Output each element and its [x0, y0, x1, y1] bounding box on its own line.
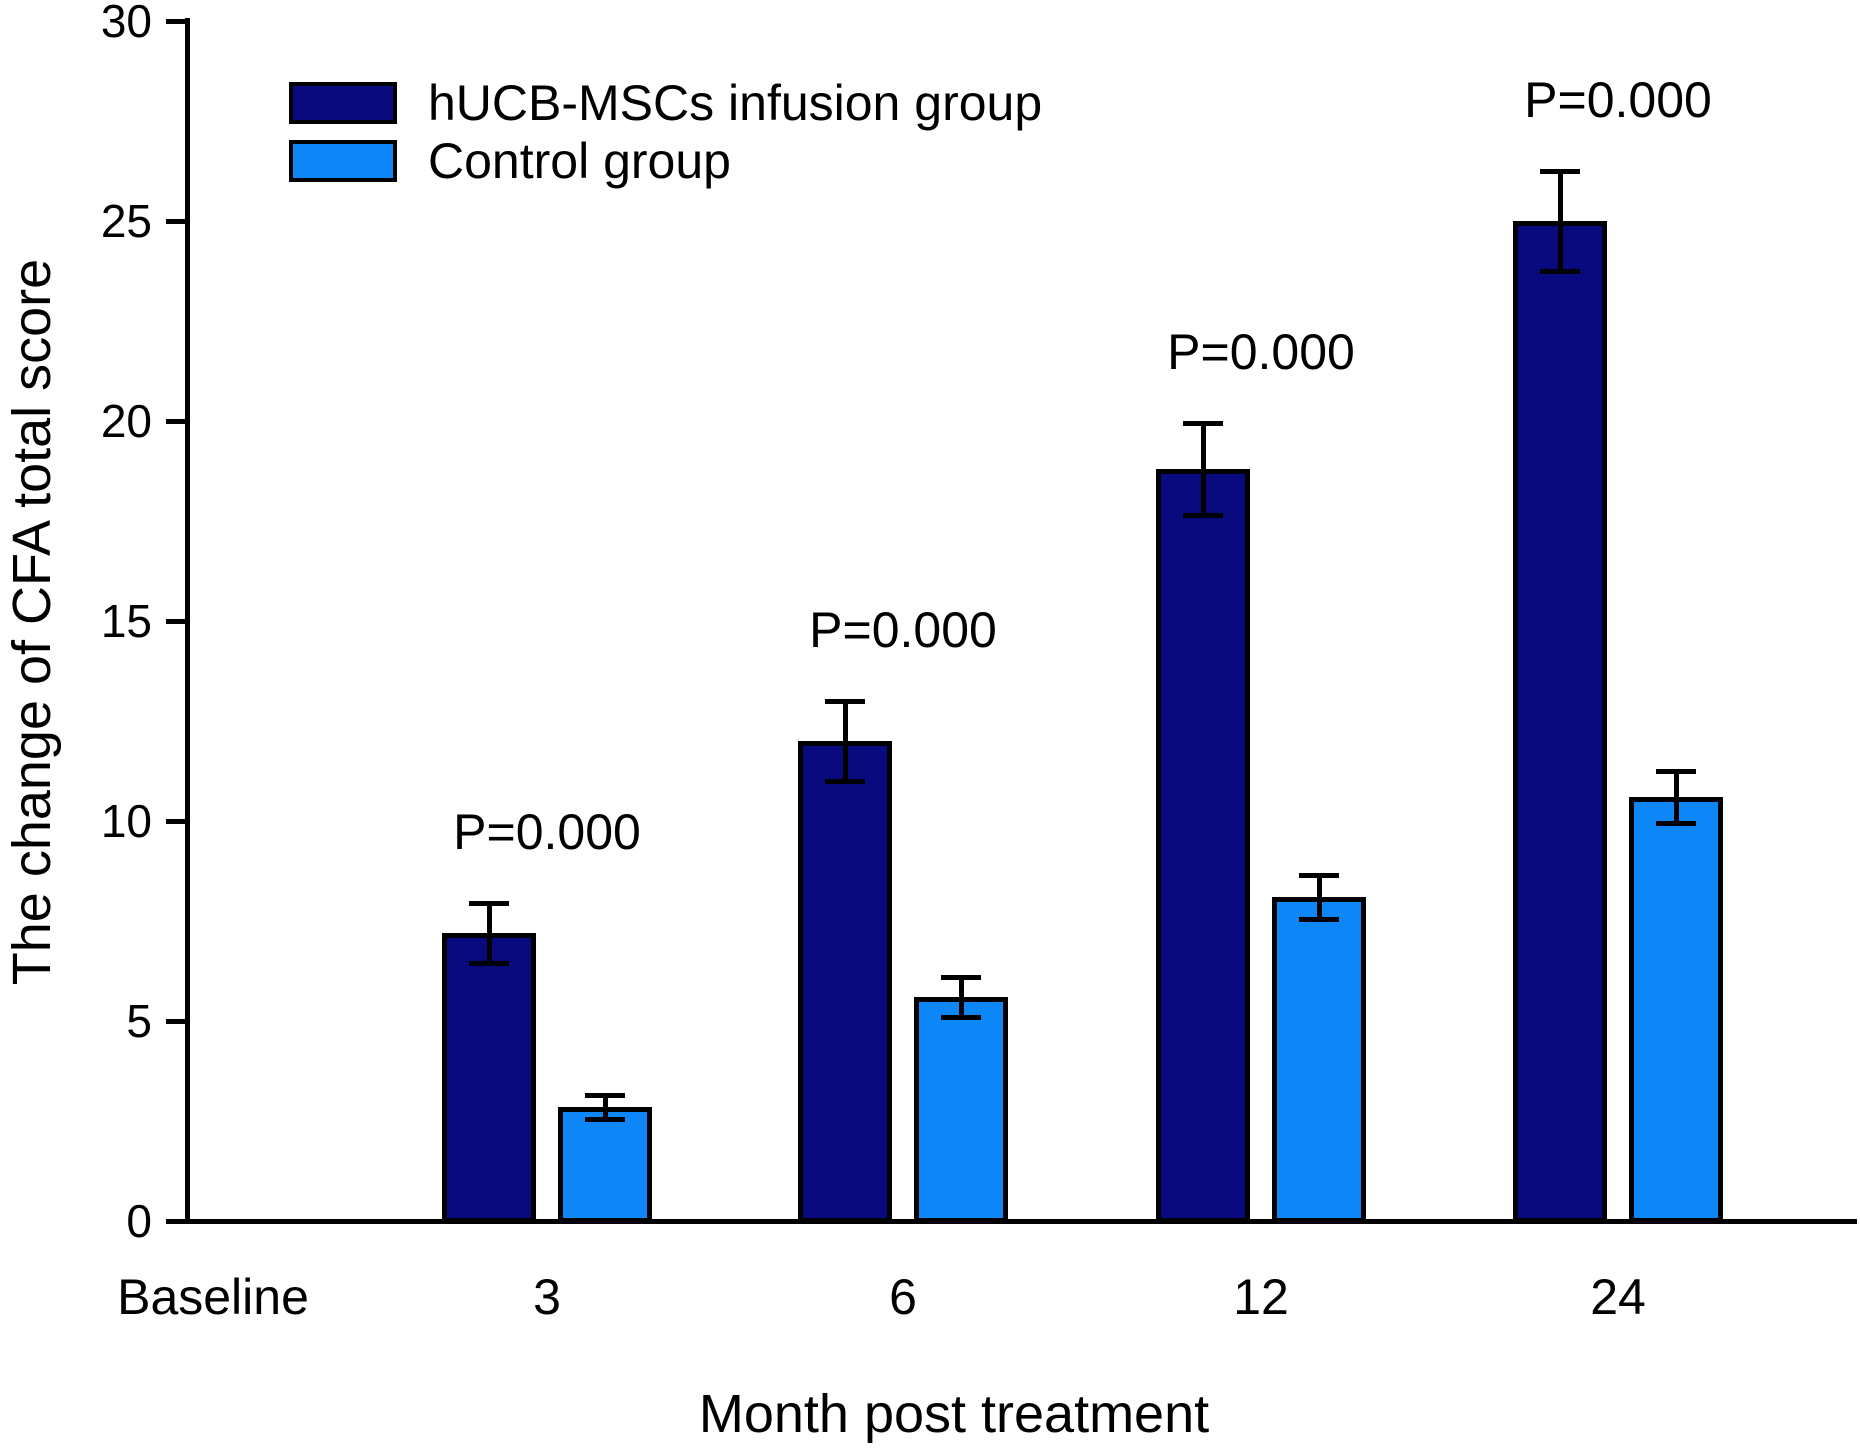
error-bar-cap [825, 778, 865, 784]
bar-hucb-6 [798, 741, 892, 1223]
y-tick-label: 30 [100, 0, 152, 47]
error-bar-whisker [1316, 875, 1322, 919]
legend-item-hucb-mscs: hUCB-MSCs infusion group [289, 78, 1042, 128]
bar-hucb-12 [1156, 469, 1250, 1223]
error-bar-cap [585, 1116, 625, 1122]
y-tick-label: 0 [126, 1195, 152, 1247]
y-tick-label: 5 [126, 995, 152, 1047]
y-axis-tick [166, 618, 190, 624]
y-tick-label: 20 [100, 395, 152, 447]
x-category-label: 6 [889, 1269, 917, 1325]
legend-swatch-control [289, 140, 397, 182]
y-axis-line [185, 18, 190, 1224]
legend-label-hucb-mscs: hUCB-MSCs infusion group [428, 75, 1043, 131]
x-axis-title: Month post treatment [698, 1384, 1210, 1444]
p-value-annotation: P=0.000 [453, 804, 641, 860]
error-bar-cap [1299, 916, 1339, 922]
error-bar-whisker [958, 977, 964, 1017]
bar-control-12 [1272, 897, 1366, 1223]
y-tick-label: 25 [100, 195, 152, 247]
x-category-label: 24 [1590, 1269, 1646, 1325]
error-bar-cap [1540, 268, 1580, 274]
error-bar-cap [585, 1092, 625, 1098]
error-bar-cap [469, 960, 509, 966]
error-bar-whisker [842, 701, 848, 781]
error-bar-cap [941, 974, 981, 980]
x-axis-line [185, 1218, 1857, 1224]
error-bar-cap [1299, 872, 1339, 878]
y-axis-tick [166, 1218, 190, 1224]
bar-hucb-24 [1513, 221, 1607, 1223]
legend-item-control: Control group [289, 136, 731, 186]
error-bar-cap [1540, 168, 1580, 174]
error-bar-whisker [1673, 771, 1679, 823]
error-bar-whisker [486, 903, 492, 963]
bar-control-3 [558, 1107, 652, 1223]
y-tick-label: 15 [100, 595, 152, 647]
error-bar-whisker [1557, 171, 1563, 271]
y-tick-label: 10 [100, 795, 152, 847]
p-value-annotation: P=0.000 [809, 602, 997, 658]
p-value-annotation: P=0.000 [1524, 72, 1712, 128]
x-category-label: 3 [533, 1269, 561, 1325]
y-axis-tick [166, 818, 190, 824]
p-value-annotation: P=0.000 [1167, 324, 1355, 380]
error-bar-cap [825, 698, 865, 704]
error-bar-whisker [1200, 423, 1206, 515]
x-category-label: Baseline [117, 1269, 309, 1325]
bar-control-6 [914, 997, 1008, 1223]
error-bar-cap [1183, 512, 1223, 518]
x-category-label: 12 [1233, 1269, 1289, 1325]
bar-hucb-3 [442, 933, 536, 1223]
error-bar-cap [1183, 420, 1223, 426]
error-bar-cap [1656, 820, 1696, 826]
bar-control-24 [1629, 797, 1723, 1223]
error-bar-cap [1656, 768, 1696, 774]
error-bar-cap [469, 900, 509, 906]
error-bar-whisker [602, 1095, 608, 1119]
y-axis-tick [166, 18, 190, 24]
legend-label-control: Control group [428, 133, 731, 189]
y-axis-tick [166, 418, 190, 424]
legend-swatch-hucb-mscs [289, 82, 397, 124]
error-bar-cap [941, 1014, 981, 1020]
y-axis-tick [166, 218, 190, 224]
y-axis-tick [166, 1018, 190, 1024]
